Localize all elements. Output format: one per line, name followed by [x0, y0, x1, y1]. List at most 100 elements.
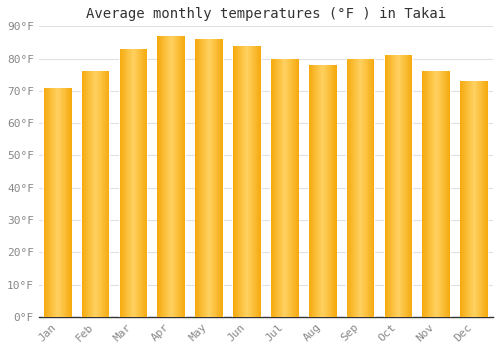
Bar [450, 71, 451, 317]
Bar [43, 88, 44, 317]
Bar [239, 46, 240, 317]
Bar [318, 65, 319, 317]
Bar [53, 88, 54, 317]
Bar [364, 58, 365, 317]
Bar [129, 49, 130, 317]
Bar [195, 39, 196, 317]
Bar [47, 88, 48, 317]
Bar [273, 58, 274, 317]
Bar [257, 46, 258, 317]
Bar [372, 58, 374, 317]
Bar [346, 58, 347, 317]
Bar [52, 88, 53, 317]
Bar [475, 81, 476, 317]
Bar [169, 36, 170, 317]
Bar [397, 55, 398, 317]
Bar [480, 81, 481, 317]
Bar [275, 58, 276, 317]
Bar [182, 36, 184, 317]
Bar [145, 49, 146, 317]
Bar [215, 39, 216, 317]
Bar [125, 49, 126, 317]
Bar [108, 71, 109, 317]
Bar [367, 58, 368, 317]
Bar [435, 71, 436, 317]
Bar [472, 81, 474, 317]
Bar [447, 71, 448, 317]
Bar [386, 55, 387, 317]
Bar [144, 49, 145, 317]
Bar [336, 65, 337, 317]
Bar [468, 81, 469, 317]
Bar [97, 71, 98, 317]
Bar [464, 81, 465, 317]
Bar [128, 49, 129, 317]
Bar [172, 36, 174, 317]
Bar [390, 55, 392, 317]
Bar [134, 49, 135, 317]
Bar [365, 58, 366, 317]
Bar [235, 46, 236, 317]
Bar [411, 55, 412, 317]
Bar [286, 58, 287, 317]
Bar [219, 39, 220, 317]
Bar [98, 71, 99, 317]
Bar [424, 71, 425, 317]
Bar [272, 58, 273, 317]
Bar [478, 81, 479, 317]
Bar [64, 88, 65, 317]
Bar [446, 71, 447, 317]
Bar [368, 58, 369, 317]
Bar [57, 88, 58, 317]
Bar [469, 81, 470, 317]
Bar [255, 46, 256, 317]
Bar [284, 58, 285, 317]
Bar [66, 88, 67, 317]
Bar [486, 81, 487, 317]
Bar [157, 36, 158, 317]
Bar [124, 49, 125, 317]
Bar [180, 36, 181, 317]
Bar [210, 39, 212, 317]
Bar [324, 65, 325, 317]
Bar [352, 58, 353, 317]
Bar [236, 46, 237, 317]
Bar [442, 71, 444, 317]
Bar [147, 49, 148, 317]
Bar [460, 81, 462, 317]
Bar [67, 88, 68, 317]
Bar [185, 36, 186, 317]
Bar [160, 36, 162, 317]
Bar [309, 65, 310, 317]
Bar [259, 46, 260, 317]
Bar [402, 55, 404, 317]
Bar [242, 46, 244, 317]
Bar [82, 71, 83, 317]
Bar [87, 71, 88, 317]
Bar [392, 55, 394, 317]
Bar [220, 39, 221, 317]
Bar [206, 39, 207, 317]
Bar [485, 81, 486, 317]
Bar [246, 46, 247, 317]
Bar [387, 55, 388, 317]
Bar [422, 71, 423, 317]
Bar [316, 65, 317, 317]
Bar [405, 55, 406, 317]
Bar [482, 81, 484, 317]
Bar [100, 71, 102, 317]
Bar [168, 36, 169, 317]
Bar [146, 49, 147, 317]
Bar [312, 65, 313, 317]
Bar [158, 36, 159, 317]
Bar [313, 65, 314, 317]
Bar [285, 58, 286, 317]
Bar [138, 49, 139, 317]
Bar [295, 58, 296, 317]
Bar [477, 81, 478, 317]
Bar [244, 46, 245, 317]
Bar [332, 65, 334, 317]
Bar [434, 71, 435, 317]
Bar [139, 49, 140, 317]
Bar [291, 58, 292, 317]
